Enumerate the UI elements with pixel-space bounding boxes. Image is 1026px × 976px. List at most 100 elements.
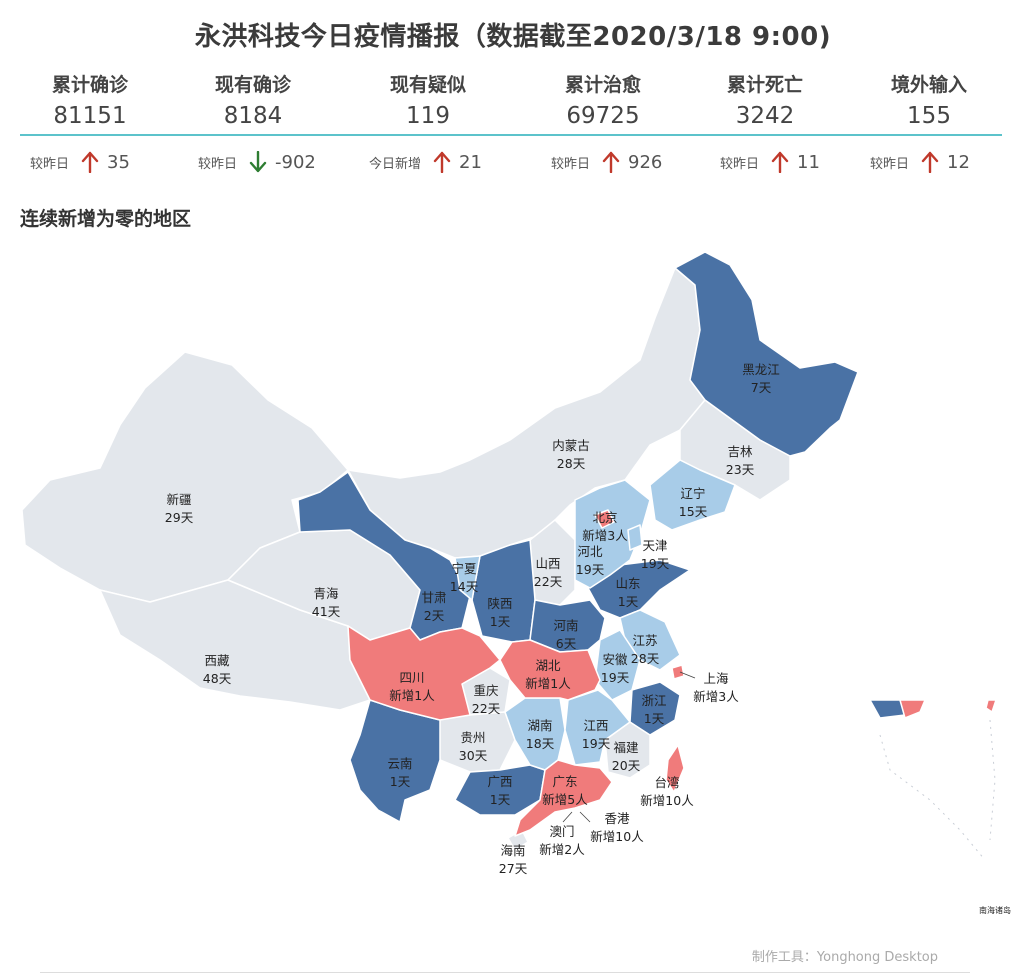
stat-value: 8184 <box>223 103 283 129</box>
leader-line-xianggang <box>579 811 591 823</box>
region-guangdong[interactable] <box>514 759 613 837</box>
section-title: 连续新增为零的地区 <box>20 208 192 230</box>
stat-label: 累计死亡 <box>726 74 803 96</box>
region-neimenggu[interactable] <box>347 267 706 559</box>
region-status-label: 新增2人 <box>539 842 585 857</box>
stat-current-suspected: 现有疑似 119 <box>348 70 508 129</box>
region-status-label: 29天 <box>165 510 194 525</box>
stat-label: 境外输入 <box>890 74 967 96</box>
region-status-label: 41天 <box>312 604 341 619</box>
region-south-sea-coast[interactable] <box>899 699 926 719</box>
delta-value: 926 <box>628 151 663 173</box>
region-status-label: 19天 <box>582 736 611 751</box>
region-guizhou[interactable] <box>437 711 516 773</box>
region-name-label: 广西 <box>487 774 512 789</box>
region-status-label: 22天 <box>472 701 501 716</box>
region-liaoning[interactable] <box>649 459 736 531</box>
region-name-label: 上海 <box>703 671 729 686</box>
region-name-label: 山西 <box>535 556 560 571</box>
region-status-label: 新增10人 <box>590 829 644 844</box>
region-hebei[interactable] <box>574 479 651 589</box>
up-arrow-icon <box>433 151 451 173</box>
region-name-label: 西藏 <box>204 653 230 668</box>
region-status-label: 19天 <box>576 562 605 577</box>
delta-label: 较昨日 <box>551 156 591 172</box>
region-name-label: 北京 <box>592 510 617 525</box>
region-ningxia[interactable] <box>454 555 481 601</box>
region-status-label: 19天 <box>601 670 630 685</box>
region-name-label: 山东 <box>615 576 640 591</box>
region-hunan[interactable] <box>504 697 566 771</box>
delta-value: -902 <box>275 151 316 173</box>
region-name-label: 浙江 <box>641 693 666 708</box>
delta-value: 21 <box>459 151 482 173</box>
stat-label: 现有确诊 <box>214 74 291 96</box>
region-status-label: 新增5人 <box>542 792 588 807</box>
region-name-label: 宁夏 <box>451 561 477 576</box>
region-status-label: 新增3人 <box>582 528 628 543</box>
region-name-label: 河北 <box>577 544 603 559</box>
region-name-label: 江苏 <box>632 633 657 648</box>
region-name-label: 广东 <box>552 774 577 789</box>
region-name-label: 福建 <box>613 740 639 755</box>
region-name-label: 香港 <box>604 811 630 826</box>
region-heilongjiang[interactable] <box>674 251 859 457</box>
region-south-sea-island-right[interactable] <box>985 699 997 713</box>
region-status-label: 22天 <box>534 574 563 589</box>
stat-label: 现有疑似 <box>389 74 466 96</box>
region-status-label: 28天 <box>631 651 660 666</box>
up-arrow-icon <box>81 151 99 173</box>
footer-credit: 制作工具：Yonghong Desktop <box>751 950 938 965</box>
region-beijing[interactable] <box>594 509 615 529</box>
region-status-label: 14天 <box>450 579 479 594</box>
delta-cumulative-cured: 较昨日 926 <box>551 150 662 174</box>
south-sea-boundary <box>879 719 996 861</box>
region-status-label: 1天 <box>644 711 665 726</box>
region-status-label: 27天 <box>499 861 528 876</box>
region-status-label: 18天 <box>526 736 555 751</box>
region-tianjin[interactable] <box>627 524 643 551</box>
up-arrow-icon <box>771 151 789 173</box>
footer-divider <box>40 972 970 973</box>
region-name-label: 甘肃 <box>421 590 446 605</box>
region-shanghai[interactable] <box>671 664 685 680</box>
region-hubei[interactable] <box>499 639 601 701</box>
region-name-label: 澳门 <box>549 824 574 839</box>
region-name-label: 江西 <box>583 718 608 733</box>
region-status-label: 1天 <box>390 774 411 789</box>
region-name-label: 青海 <box>313 586 339 601</box>
region-taiwan[interactable] <box>665 744 685 793</box>
stat-value: 81151 <box>53 103 127 129</box>
delta-label: 较昨日 <box>198 156 238 172</box>
delta-current-confirmed: 较昨日 -902 <box>198 150 316 174</box>
delta-cumulative-deaths: 较昨日 11 <box>720 150 820 174</box>
delta-value: 12 <box>947 151 970 173</box>
region-name-label: 黑龙江 <box>742 362 780 377</box>
region-status-label: 20天 <box>612 758 641 773</box>
region-status-label: 30天 <box>459 748 488 763</box>
region-zhejiang[interactable] <box>629 681 681 736</box>
region-status-label: 新增10人 <box>640 793 694 808</box>
stat-label: 累计确诊 <box>51 74 128 96</box>
region-status-label: 新增1人 <box>389 688 435 703</box>
region-status-label: 1天 <box>490 792 511 807</box>
inset-label: 南海诸岛 <box>979 905 1011 915</box>
stat-value: 69725 <box>566 103 640 129</box>
delta-current-suspected: 今日新增 21 <box>369 150 482 174</box>
region-name-label: 四川 <box>399 670 424 685</box>
stat-value: 155 <box>907 103 951 129</box>
region-south-sea-islands[interactable] <box>869 699 906 719</box>
region-name-label: 重庆 <box>473 683 499 698</box>
stat-cumulative-deaths: 累计死亡 3242 <box>685 70 845 129</box>
stat-cumulative-confirmed: 累计确诊 81151 <box>10 70 170 129</box>
delta-label: 较昨日 <box>30 156 70 172</box>
delta-label: 较昨日 <box>720 156 760 172</box>
region-sichuan[interactable] <box>347 625 501 721</box>
leader-line-aomen <box>562 811 573 823</box>
region-jiangxi[interactable] <box>564 689 631 766</box>
region-name-label: 河南 <box>553 618 578 633</box>
region-shandong[interactable] <box>587 559 691 619</box>
stat-value: 119 <box>406 103 450 129</box>
